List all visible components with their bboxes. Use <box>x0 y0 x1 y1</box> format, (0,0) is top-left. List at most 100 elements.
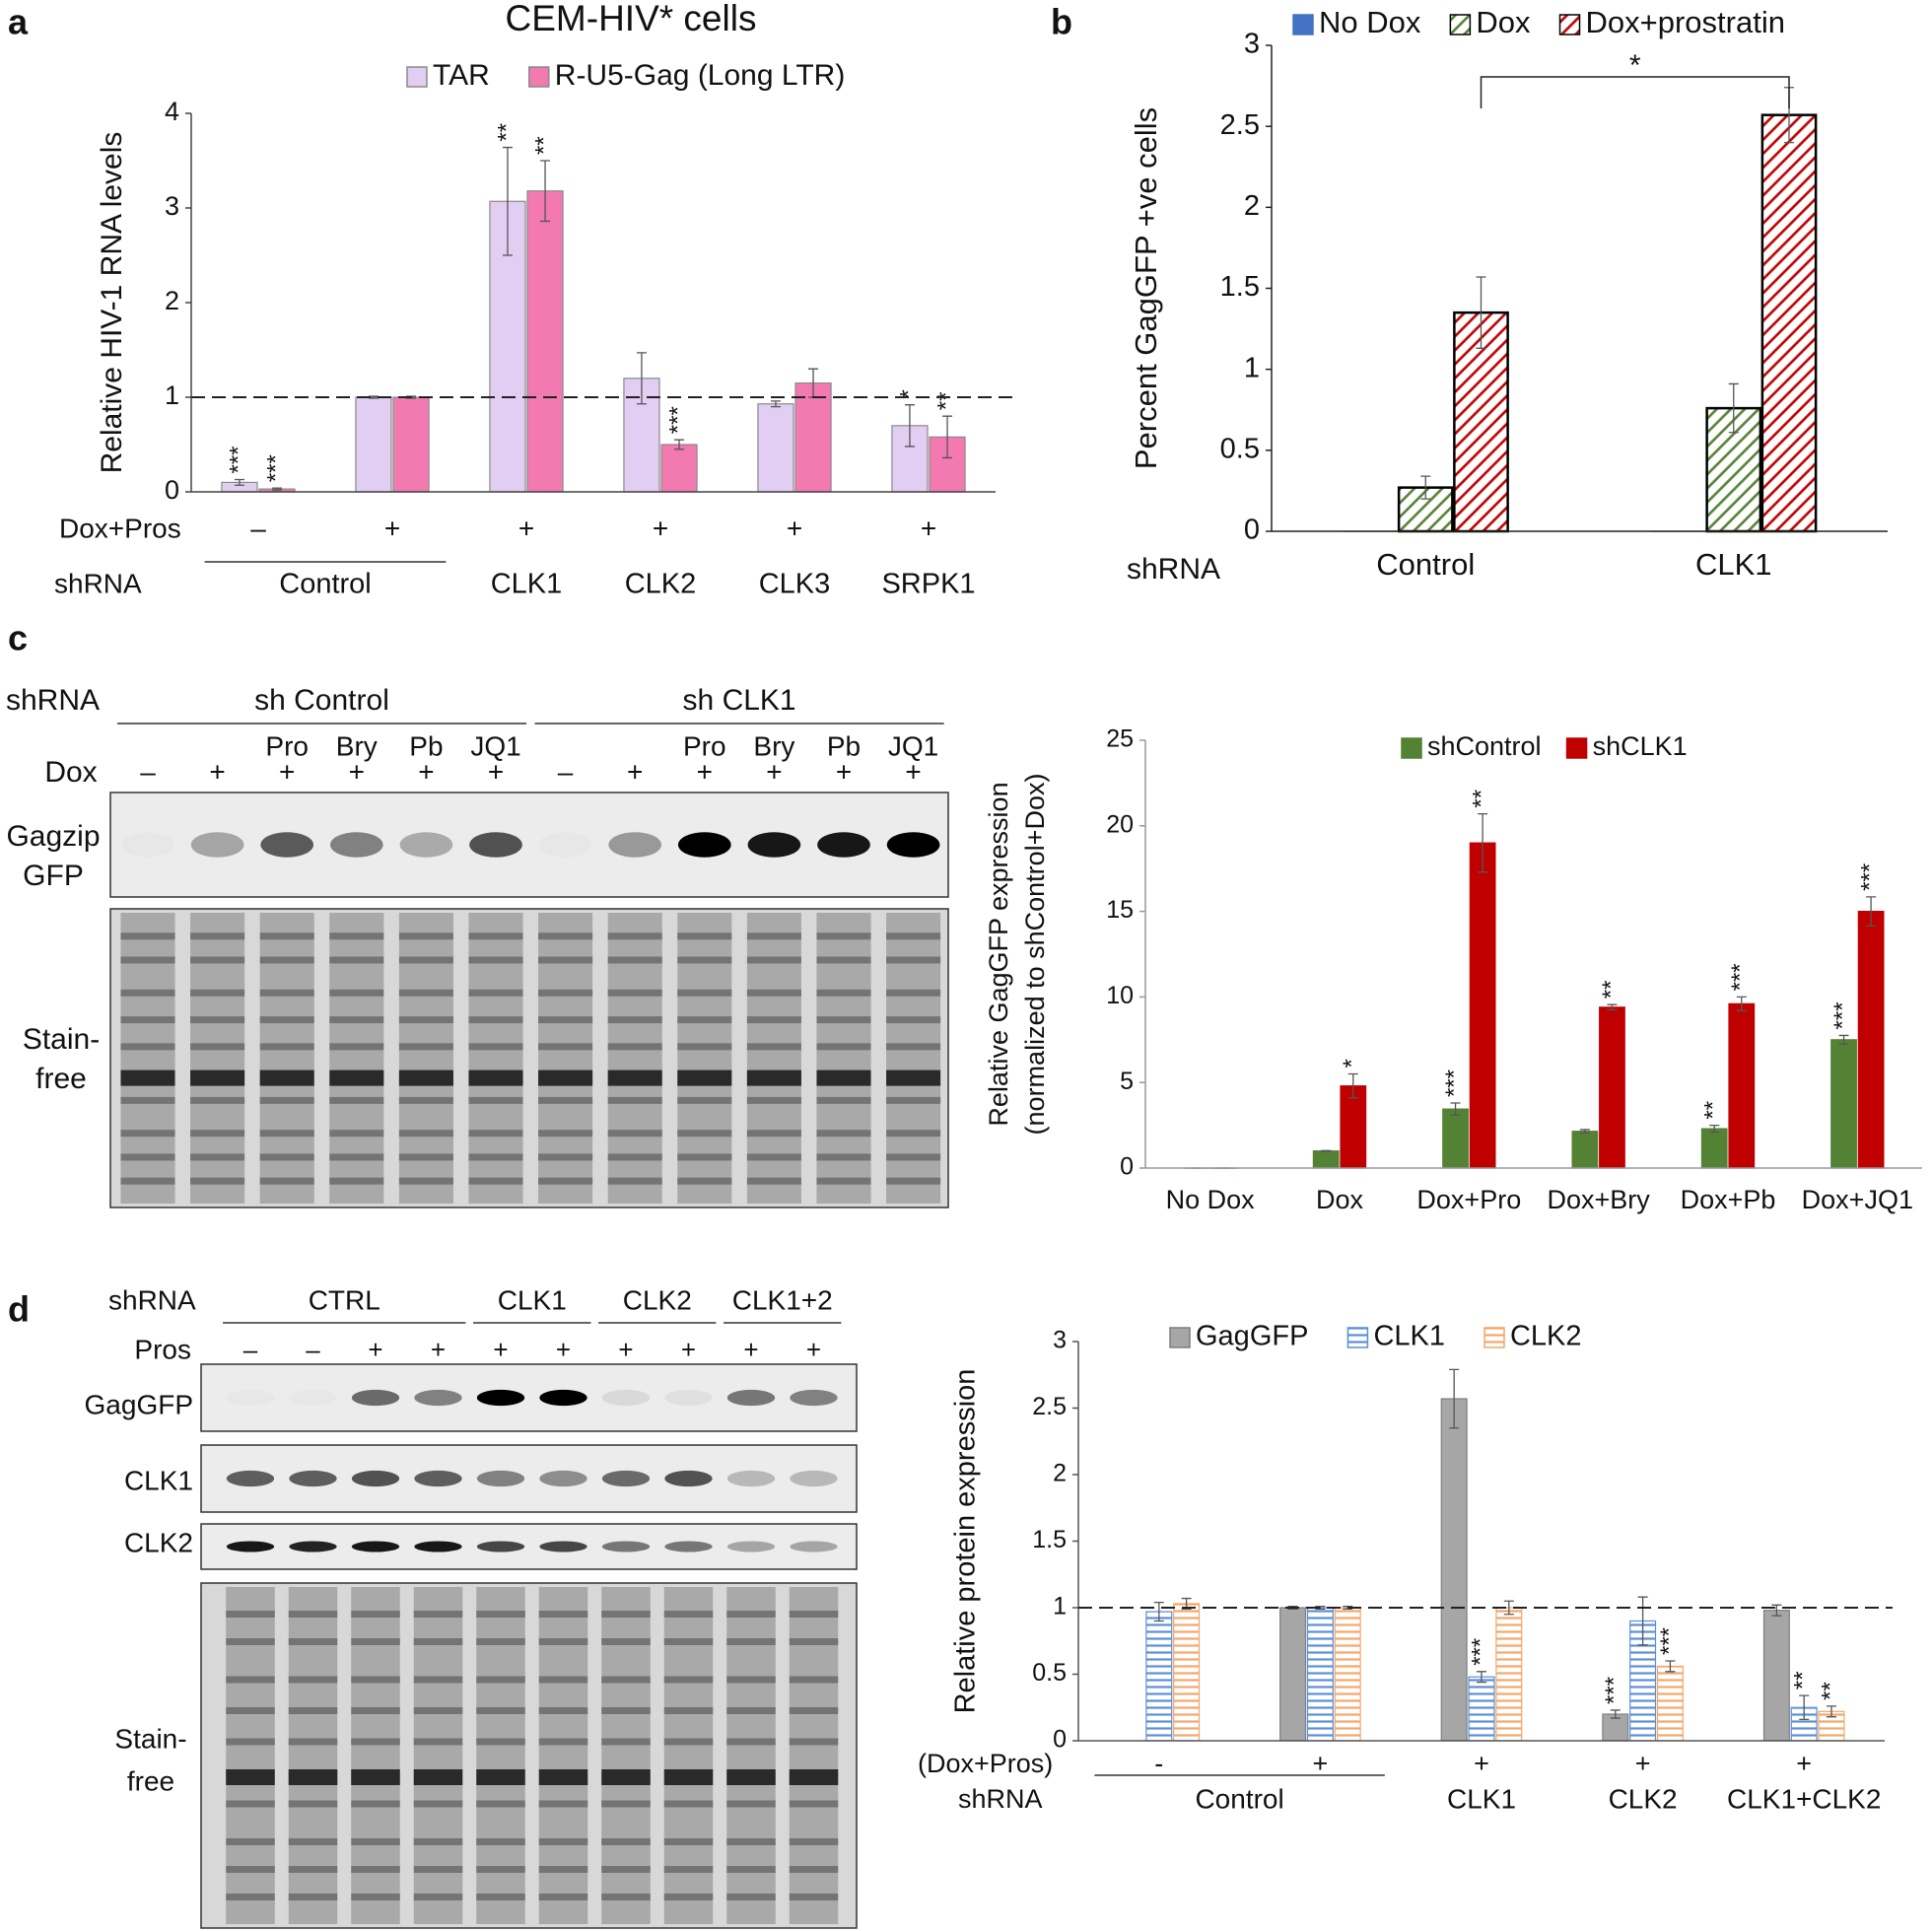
blot-stripe <box>886 1153 941 1161</box>
blot-stripe <box>351 1638 400 1645</box>
error-bar <box>1503 1600 1514 1616</box>
blot-stripe <box>726 1800 776 1808</box>
y-tick-label: 0.5 <box>1220 433 1260 464</box>
y-tick-label: 4 <box>165 97 179 126</box>
lane-marker: + <box>836 756 852 787</box>
x-tick-label: Dox+Pro <box>1416 1185 1521 1214</box>
blot-stripe <box>726 1838 776 1845</box>
blot-stripe <box>476 1800 525 1808</box>
x-row-value: + <box>384 513 400 543</box>
blot-stripe <box>746 1130 801 1138</box>
blot-stripe <box>398 1096 453 1104</box>
y-axis-label: Relative GagGFP expression <box>984 782 1013 1126</box>
blot-stripe <box>259 1069 314 1086</box>
error-bar <box>1476 276 1486 349</box>
blot-stripe <box>259 989 314 997</box>
legend-label: R-U5-Gag (Long LTR) <box>555 59 846 92</box>
blot-stripe <box>413 1738 463 1746</box>
blot-stripe <box>190 989 245 997</box>
blot-stripe <box>677 956 732 964</box>
y-tick-label: 3 <box>1053 1327 1067 1354</box>
lane-marker: + <box>418 756 434 787</box>
x-group-label: CLK1 <box>1447 1783 1516 1814</box>
blot-band <box>399 832 453 858</box>
y-tick-label: 0 <box>165 475 179 505</box>
blot-band <box>601 1541 651 1552</box>
x-tick-label: Dox+JQ1 <box>1802 1185 1913 1214</box>
x-row-label: Dox+Pros <box>59 513 181 543</box>
blot-stripe <box>726 1769 776 1785</box>
y-tick-label: 2 <box>1053 1460 1067 1487</box>
blot-row-label: Stain- <box>23 1023 100 1056</box>
lane-marker: Bry <box>753 730 794 761</box>
significance-label: *** <box>1441 1069 1468 1097</box>
y-axis-label: Relative protein expression <box>950 1369 982 1714</box>
bar <box>1599 1006 1625 1169</box>
blot-stripe <box>329 1043 384 1051</box>
bar <box>1440 1398 1468 1742</box>
blot-stripe <box>226 1676 275 1684</box>
legend-label: shControl <box>1427 731 1542 761</box>
significance-label: ** <box>1700 1101 1727 1120</box>
error-bar <box>942 415 953 459</box>
bar <box>1656 1665 1684 1742</box>
blot-stripe <box>329 989 384 997</box>
blot-header: shRNA <box>6 684 100 717</box>
blot-lane <box>398 913 453 1204</box>
blot-stripe <box>663 1838 714 1845</box>
blot-stripe <box>476 1738 525 1746</box>
lane-marker: – <box>243 1335 258 1364</box>
blot-stripe <box>226 1866 275 1873</box>
blot-stripe <box>190 1177 245 1185</box>
blot-band <box>539 832 592 857</box>
blot-stripe <box>538 932 593 940</box>
legend-swatch <box>1449 14 1472 35</box>
error-bar <box>1450 1102 1461 1116</box>
blot-stripe <box>288 1638 338 1645</box>
marker-row-label: Pros <box>134 1334 191 1364</box>
lane-marker: – <box>306 1335 320 1364</box>
significance-label: *** <box>1656 1627 1683 1655</box>
error-bar <box>1449 1368 1460 1429</box>
blot-stripe <box>538 1177 593 1185</box>
blot-stripe <box>288 1769 338 1785</box>
blot-stripe <box>476 1638 525 1645</box>
x-row-value: + <box>787 513 802 543</box>
legend-swatch <box>1346 1327 1369 1348</box>
lane-group-label: CLK1 <box>498 1284 567 1315</box>
error-bar <box>1637 1596 1648 1646</box>
blot-stripe <box>726 1894 776 1900</box>
blot-lane <box>259 913 314 1204</box>
blot-band <box>747 832 801 858</box>
blot-stripe <box>413 1611 463 1618</box>
significance-label: ** <box>1790 1671 1817 1690</box>
legend-label: Dox <box>1476 5 1531 39</box>
lane-marker: + <box>279 756 295 787</box>
y-tick-label: 2 <box>165 286 179 315</box>
blot-stripe <box>413 1676 463 1684</box>
blot-band <box>121 832 174 857</box>
blot-stripe <box>538 1096 593 1104</box>
blot-stripe <box>413 1800 463 1808</box>
y-tick-label: 3 <box>165 191 179 221</box>
blot-stripe <box>468 1153 523 1161</box>
blot-stripe <box>538 1130 593 1138</box>
blot-lane <box>886 913 941 1204</box>
blot-band <box>726 1389 776 1407</box>
blot-stripe <box>120 932 175 940</box>
blot-lane <box>468 913 523 1204</box>
blot-stripe <box>190 1153 245 1161</box>
blot-stripe <box>351 1707 400 1714</box>
bar <box>1571 1131 1599 1169</box>
blot-stripe <box>288 1894 338 1900</box>
blot-stripe <box>226 1769 275 1785</box>
blot-band <box>790 1389 838 1407</box>
error-bar <box>1153 1601 1164 1622</box>
blot-stripe <box>351 1769 400 1785</box>
x-row-value: + <box>1796 1749 1812 1778</box>
bar <box>1312 1150 1340 1169</box>
y-axis-label: Relative HIV-1 RNA levels <box>96 132 128 474</box>
blot-band <box>190 832 244 858</box>
legend-label: CLK2 <box>1510 1321 1582 1352</box>
blot-stripe <box>468 1016 523 1024</box>
